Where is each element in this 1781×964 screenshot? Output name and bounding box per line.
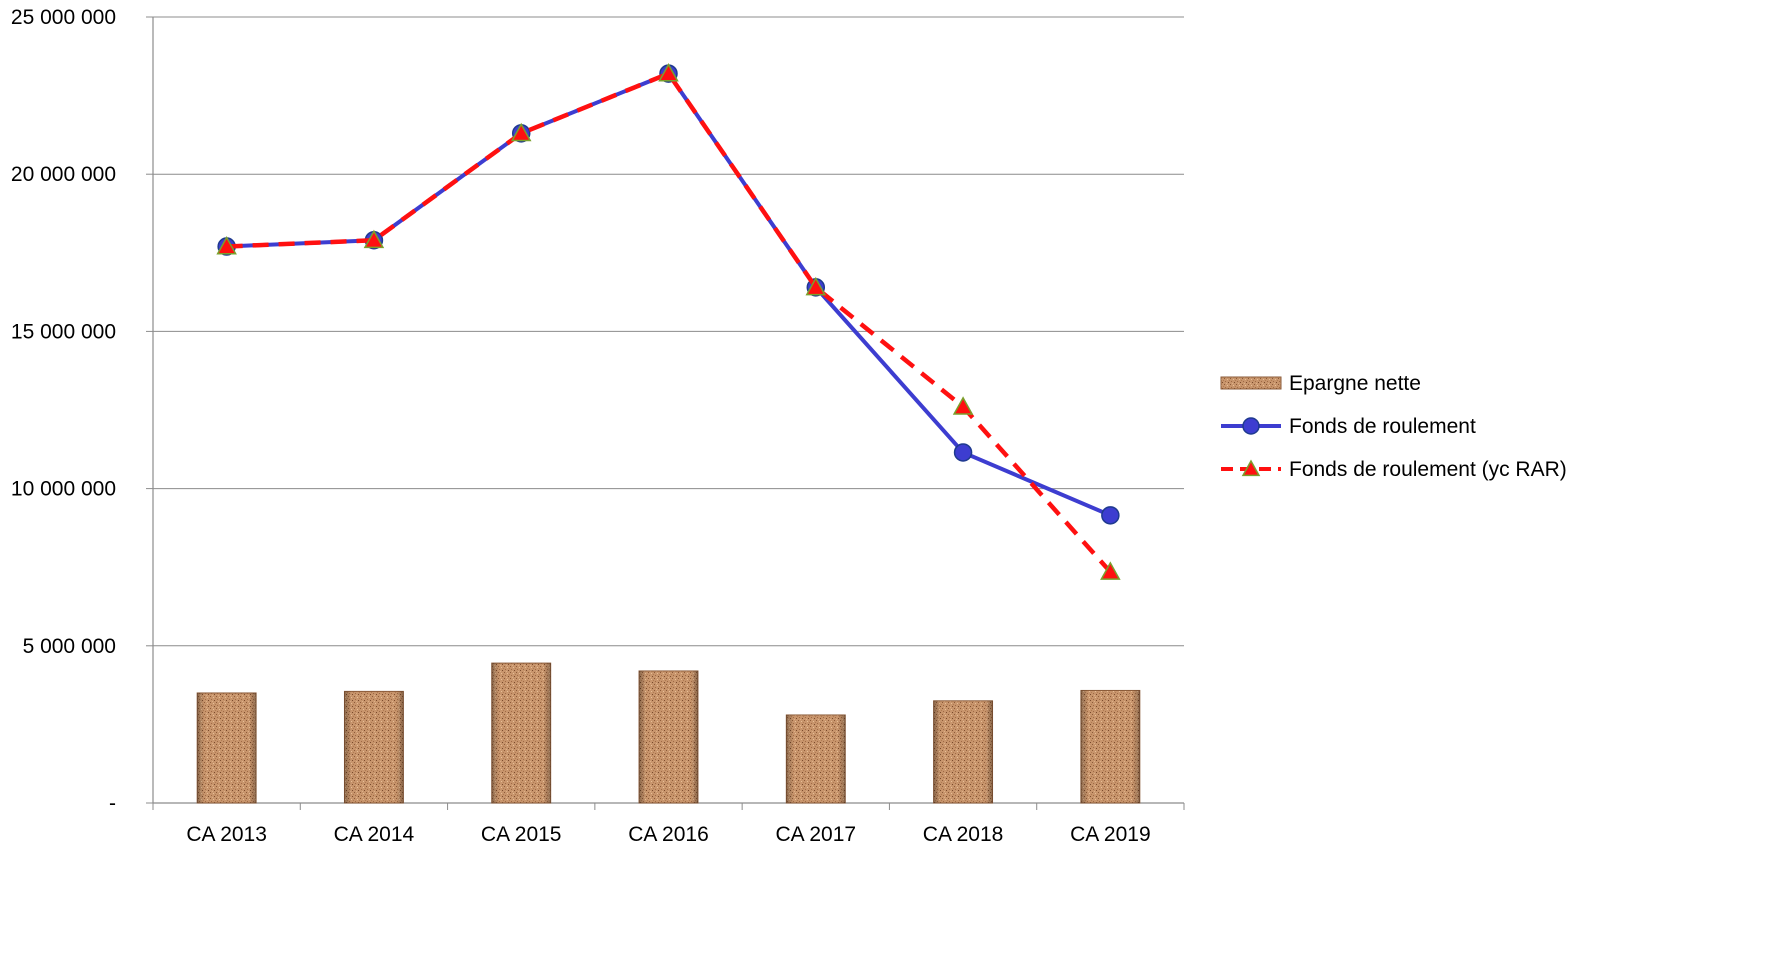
- marker-triangle: [658, 63, 679, 82]
- marker-triangle: [216, 235, 237, 255]
- bar-shade: [786, 714, 846, 803]
- legend-item: Fonds de roulement: [1221, 415, 1476, 438]
- bar: [491, 662, 552, 804]
- x-tick-label: CA 2016: [628, 823, 709, 846]
- bar: [933, 700, 994, 804]
- bar-shade: [1080, 690, 1140, 803]
- series-line: [226, 71, 1112, 518]
- axes: - 5 000 000 10 000 000 15 000 000 20 000 000…: [11, 6, 1185, 846]
- y-tick-label: 20 000 000: [11, 163, 116, 186]
- legend-item: Fonds de roulement (yc RAR): [1221, 458, 1567, 481]
- bar: [343, 690, 404, 804]
- bar-shade: [344, 691, 404, 803]
- bar-shade: [491, 663, 551, 803]
- marker-triangle: [805, 276, 827, 296]
- marker-triangle: [363, 229, 385, 249]
- x-tick-label: CA 2019: [1070, 823, 1151, 846]
- bar: [638, 670, 699, 804]
- legend-label: Epargne nette: [1289, 372, 1421, 395]
- bar-series: [196, 662, 1141, 804]
- x-tick-label: CA 2017: [775, 823, 856, 846]
- bar-shade: [197, 692, 257, 803]
- bar-shade: [639, 670, 698, 803]
- x-tick-label: CA 2013: [186, 823, 267, 846]
- y-tick-label: 5 000 000: [23, 635, 116, 658]
- bar-shade: [933, 700, 993, 803]
- gridlines: [153, 16, 1184, 647]
- marker-circle: [953, 443, 973, 462]
- bar: [1080, 689, 1141, 804]
- y-tick-label: 10 000 000: [11, 478, 116, 501]
- bar: [196, 692, 257, 804]
- line-series: [216, 63, 1121, 580]
- legend-marker-circle: [1242, 417, 1260, 435]
- marker-circle: [1101, 506, 1120, 525]
- marker-triangle: [1100, 561, 1121, 580]
- series-line: [226, 71, 1113, 574]
- legend-swatch-bar: [1220, 376, 1282, 390]
- legend: Epargne nette Fonds de roulement Fonds de …: [1220, 372, 1567, 481]
- marker-triangle: [952, 396, 974, 415]
- legend-label: Fonds de roulement (yc RAR): [1289, 458, 1567, 481]
- y-tick-label: -: [109, 792, 116, 815]
- y-tick-label: 15 000 000: [11, 320, 116, 343]
- legend-label: Fonds de roulement: [1289, 415, 1476, 438]
- marker-triangle: [510, 122, 532, 142]
- x-tick-label: CA 2018: [923, 823, 1004, 846]
- legend-item: Epargne nette: [1220, 372, 1421, 395]
- y-tick-label: 25 000 000: [11, 6, 116, 29]
- x-tick-label: CA 2015: [481, 823, 562, 846]
- bar: [785, 714, 846, 804]
- legend-marker-triangle: [1241, 459, 1261, 477]
- x-tick-label: CA 2014: [334, 823, 415, 846]
